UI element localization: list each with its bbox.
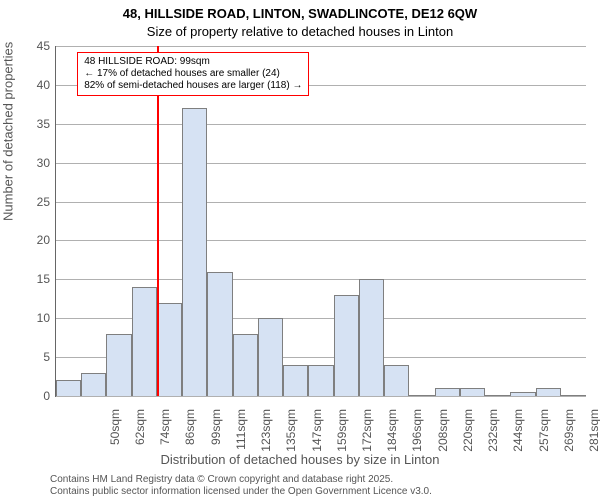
histogram-bar (435, 388, 460, 396)
histogram-bar (536, 388, 561, 396)
gridline (56, 279, 586, 280)
x-tick-label: 220sqm (461, 409, 475, 459)
footer-line-1: Contains HM Land Registry data © Crown c… (50, 474, 393, 485)
x-tick-label: 135sqm (284, 409, 298, 459)
gridline (56, 396, 586, 397)
x-tick-label: 62sqm (133, 409, 147, 459)
annotation-line: 82% of semi-detached houses are larger (… (84, 80, 302, 92)
gridline (56, 240, 586, 241)
x-tick-label: 111sqm (234, 409, 248, 459)
gridline (56, 124, 586, 125)
histogram-bar (384, 365, 409, 396)
histogram-bar (460, 388, 485, 396)
y-tick-label: 5 (20, 350, 50, 364)
annotation-line: ← 17% of detached houses are smaller (24… (84, 68, 302, 80)
histogram-bar (157, 303, 182, 396)
gridline (56, 202, 586, 203)
histogram-bar (334, 295, 359, 396)
y-tick-label: 45 (20, 39, 50, 53)
x-tick-label: 257sqm (537, 409, 551, 459)
x-tick-label: 74sqm (158, 409, 172, 459)
annotation-line: 48 HILLSIDE ROAD: 99sqm (84, 56, 302, 68)
x-tick-label: 50sqm (108, 409, 122, 459)
y-tick-label: 30 (20, 156, 50, 170)
x-tick-label: 159sqm (335, 409, 349, 459)
histogram-bar (56, 380, 81, 396)
x-tick-label: 208sqm (436, 409, 450, 459)
histogram-bar (359, 279, 384, 396)
y-tick-label: 35 (20, 117, 50, 131)
histogram-bar (207, 272, 232, 396)
y-tick-label: 15 (20, 272, 50, 286)
x-tick-label: 99sqm (209, 409, 223, 459)
gridline (56, 163, 586, 164)
histogram-bar (132, 287, 157, 396)
histogram-bar (258, 318, 283, 396)
reference-vline (157, 46, 159, 396)
histogram-bar (510, 392, 535, 396)
x-tick-label: 147sqm (310, 409, 324, 459)
y-axis-label: Number of detached properties (1, 42, 16, 221)
x-tick-label: 184sqm (385, 409, 399, 459)
x-axis-label: Distribution of detached houses by size … (0, 452, 600, 467)
histogram-bar (485, 395, 510, 396)
histogram-bar (409, 395, 434, 396)
y-tick-label: 10 (20, 311, 50, 325)
histogram-bar (561, 395, 586, 396)
y-tick-label: 40 (20, 78, 50, 92)
plot-area: 48 HILLSIDE ROAD: 99sqm← 17% of detached… (55, 46, 586, 397)
histogram-chart: 48, HILLSIDE ROAD, LINTON, SWADLINCOTE, … (0, 0, 600, 500)
x-tick-label: 281sqm (587, 409, 600, 459)
histogram-bar (182, 108, 207, 396)
y-tick-label: 0 (20, 389, 50, 403)
chart-title-line2: Size of property relative to detached ho… (0, 24, 600, 39)
histogram-bar (233, 334, 258, 396)
y-tick-label: 20 (20, 233, 50, 247)
x-tick-label: 232sqm (486, 409, 500, 459)
histogram-bar (283, 365, 308, 396)
footer-line-2: Contains public sector information licen… (50, 486, 432, 497)
chart-title-line1: 48, HILLSIDE ROAD, LINTON, SWADLINCOTE, … (0, 6, 600, 21)
y-tick-label: 25 (20, 195, 50, 209)
x-tick-label: 123sqm (259, 409, 273, 459)
x-tick-label: 269sqm (562, 409, 576, 459)
x-tick-label: 86sqm (183, 409, 197, 459)
x-tick-label: 172sqm (360, 409, 374, 459)
histogram-bar (81, 373, 106, 396)
histogram-bar (106, 334, 131, 396)
histogram-bar (308, 365, 333, 396)
x-tick-label: 196sqm (410, 409, 424, 459)
gridline (56, 46, 586, 47)
annotation-box: 48 HILLSIDE ROAD: 99sqm← 17% of detached… (77, 52, 309, 96)
x-tick-label: 244sqm (511, 409, 525, 459)
